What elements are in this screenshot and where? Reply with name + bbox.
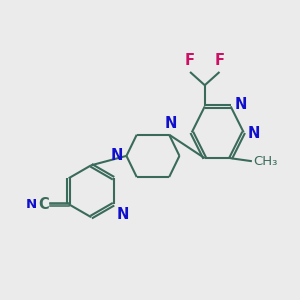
- Text: C: C: [38, 197, 49, 212]
- Text: N: N: [164, 116, 177, 131]
- Text: F: F: [184, 53, 194, 68]
- Text: F: F: [215, 53, 225, 68]
- Text: N: N: [234, 98, 247, 112]
- Text: N: N: [117, 206, 130, 221]
- Text: N: N: [110, 148, 123, 163]
- Text: N: N: [247, 126, 260, 141]
- Text: N: N: [26, 198, 38, 211]
- Text: CH₃: CH₃: [254, 155, 278, 168]
